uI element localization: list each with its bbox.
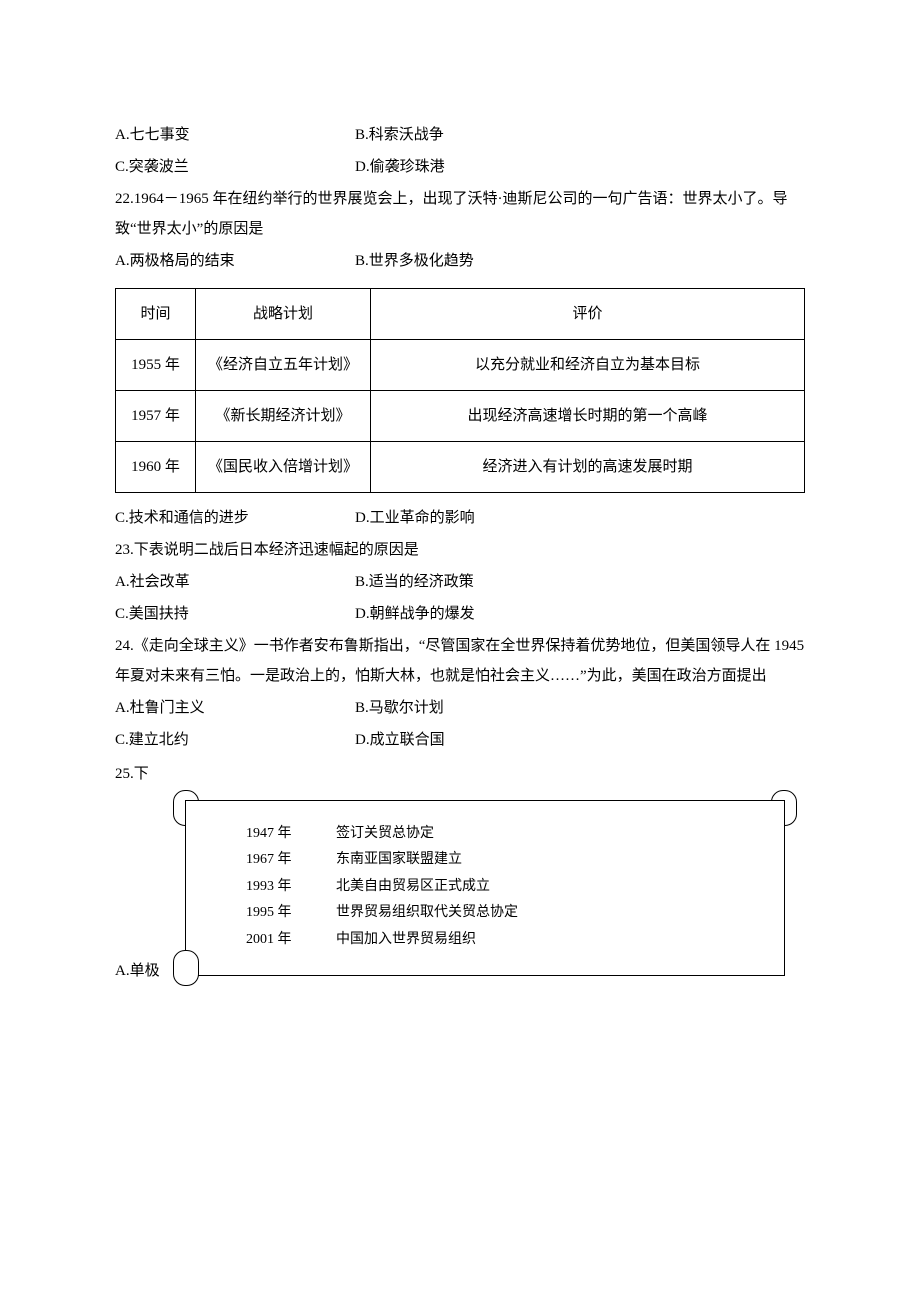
table-header-plan: 战略计划: [196, 289, 371, 340]
q23-option-c: C.美国扶持: [115, 599, 355, 629]
table-cell: 《国民收入倍增计划》: [196, 442, 371, 493]
q22-option-c: C.技术和通信的进步: [115, 503, 355, 533]
table-row: 1957 年 《新长期经济计划》 出现经济高速增长时期的第一个高峰: [116, 391, 805, 442]
q22-option-d: D.工业革命的影响: [355, 503, 805, 533]
table-cell: 1955 年: [116, 340, 196, 391]
q21-option-b: B.科索沃战争: [355, 120, 805, 150]
timeline-item: 1993 年 北美自由贸易区正式成立: [246, 874, 754, 901]
timeline-item: 2001 年 中国加入世界贸易组织: [246, 927, 754, 954]
q24-option-d: D.成立联合国: [355, 725, 805, 755]
table-cell: 经济进入有计划的高速发展时期: [371, 442, 805, 493]
q25-option-a-fragment: A.单极: [115, 954, 175, 989]
q22-stem: 22.1964－1965 年在纽约举行的世界展览会上，出现了沃特·迪斯尼公司的一…: [115, 184, 805, 244]
q21-option-c: C.突袭波兰: [115, 152, 355, 182]
q24-option-b: B.马歇尔计划: [355, 693, 805, 723]
table-row: 1960 年 《国民收入倍增计划》 经济进入有计划的高速发展时期: [116, 442, 805, 493]
q21-option-d: D.偷袭珍珠港: [355, 152, 805, 182]
q22-option-a: A.两极格局的结束: [115, 246, 355, 276]
q24-stem: 24.《走向全球主义》一书作者安布鲁斯指出，“尽管国家在全世界保持着优势地位，但…: [115, 631, 805, 691]
timeline-item: 1947 年 签订关贸总协定: [246, 821, 754, 848]
q24-option-c: C.建立北约: [115, 725, 355, 755]
timeline-year: 2001 年: [246, 927, 336, 954]
timeline-item: 1995 年 世界贸易组织取代关贸总协定: [246, 900, 754, 927]
table-cell: 出现经济高速增长时期的第一个高峰: [371, 391, 805, 442]
q22-option-b: B.世界多极化趋势: [355, 246, 805, 276]
timeline-text: 东南亚国家联盟建立: [336, 847, 754, 874]
timeline-text: 中国加入世界贸易组织: [336, 927, 754, 954]
table-header-time: 时间: [116, 289, 196, 340]
table-row: 1955 年 《经济自立五年计划》 以充分就业和经济自立为基本目标: [116, 340, 805, 391]
q25-stem: 25.下: [115, 757, 175, 792]
timeline-text: 北美自由贸易区正式成立: [336, 874, 754, 901]
table-cell: 1960 年: [116, 442, 196, 493]
timeline-scroll: 1947 年 签订关贸总协定 1967 年 东南亚国家联盟建立 1993 年 北…: [185, 800, 785, 977]
table-cell: 《经济自立五年计划》: [196, 340, 371, 391]
table-cell: 《新长期经济计划》: [196, 391, 371, 442]
timeline-text: 世界贸易组织取代关贸总协定: [336, 900, 754, 927]
scroll-cap-icon: [173, 950, 199, 986]
plan-table: 时间 战略计划 评价 1955 年 《经济自立五年计划》 以充分就业和经济自立为…: [115, 288, 805, 493]
timeline-year: 1995 年: [246, 900, 336, 927]
table-row: 时间 战略计划 评价: [116, 289, 805, 340]
timeline-text: 签订关贸总协定: [336, 821, 754, 848]
timeline-year: 1967 年: [246, 847, 336, 874]
q24-option-a: A.杜鲁门主义: [115, 693, 355, 723]
timeline-item: 1967 年 东南亚国家联盟建立: [246, 847, 754, 874]
q23-option-b: B.适当的经济政策: [355, 567, 805, 597]
timeline-year: 1947 年: [246, 821, 336, 848]
table-cell: 以充分就业和经济自立为基本目标: [371, 340, 805, 391]
table-cell: 1957 年: [116, 391, 196, 442]
timeline-year: 1993 年: [246, 874, 336, 901]
q23-stem: 23.下表说明二战后日本经济迅速幅起的原因是: [115, 535, 805, 565]
q21-option-a: A.七七事变: [115, 120, 355, 150]
q23-option-a: A.社会改革: [115, 567, 355, 597]
q23-option-d: D.朝鲜战争的爆发: [355, 599, 805, 629]
table-header-eval: 评价: [371, 289, 805, 340]
